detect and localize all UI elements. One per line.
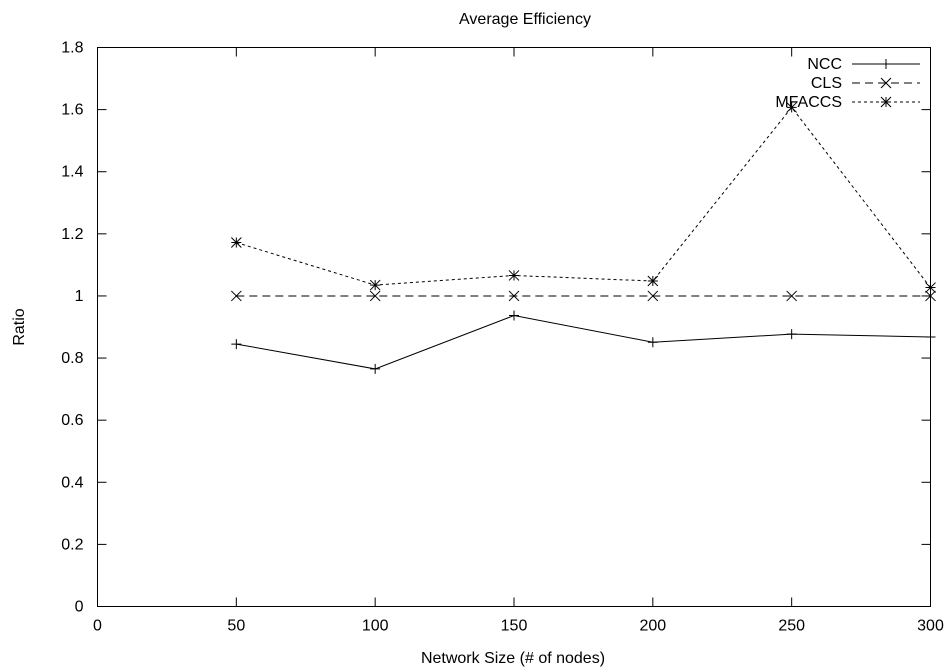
data-point-mfaccs: [508, 270, 520, 281]
y-tick-label: 1.8: [61, 40, 83, 57]
x-axis: 0 50 100 150 200 250 300: [93, 47, 944, 635]
y-tick-label: 0.2: [61, 536, 83, 553]
legend: NCC CLS MFACCS: [775, 56, 920, 111]
data-point-mfaccs: [786, 102, 798, 113]
legend-marker: [881, 59, 891, 69]
y-tick-label: 1: [75, 288, 84, 305]
series-line-mfaccs: [236, 106, 931, 288]
legend-label: CLS: [811, 75, 842, 92]
legend-label: MFACCS: [775, 94, 842, 111]
x-tick-label: 250: [778, 618, 805, 635]
x-tick-label: 0: [93, 618, 102, 635]
data-point-ncc: [786, 329, 797, 340]
series-mfaccs: [230, 102, 936, 293]
x-axis-label: Network Size (# of nodes): [421, 650, 605, 667]
series-line-ncc: [236, 314, 931, 370]
data-point-ncc: [925, 331, 936, 342]
data-point-mfaccs: [647, 275, 659, 287]
data-point-mfaccs: [230, 237, 242, 248]
y-axis-label: Ratio: [11, 308, 28, 345]
legend-marker: [880, 96, 892, 108]
data-point-mfaccs: [925, 282, 936, 293]
x-tick-label: 200: [639, 618, 666, 635]
legend-marker: [880, 77, 892, 89]
x-tick-label: 150: [501, 618, 528, 635]
series-ncc: [231, 310, 936, 374]
y-tick-label: 0.6: [61, 412, 83, 429]
data-point-cls: [369, 290, 381, 302]
y-tick-label: 1.6: [61, 102, 83, 119]
series-layer: [230, 102, 936, 374]
plot-frame: [97, 47, 931, 607]
data-point-cls: [230, 290, 242, 302]
chart-title: Average Efficiency: [459, 11, 591, 28]
x-tick-label: 100: [362, 618, 389, 635]
y-axis: 0 0.2 0.4 0.6 0.8 1 1.2 1.4 1.6 1.8: [61, 40, 931, 616]
data-point-cls: [508, 290, 520, 302]
y-tick-label: 0.4: [61, 474, 83, 491]
y-tick-label: 0: [75, 599, 84, 616]
data-point-cls: [786, 290, 798, 302]
data-point-ncc: [370, 363, 381, 374]
y-tick-label: 1.4: [61, 164, 83, 181]
data-point-cls: [925, 290, 936, 302]
y-tick-label: 1.2: [61, 226, 83, 243]
x-tick-label: 300: [917, 618, 944, 635]
legend-label: NCC: [807, 56, 842, 73]
data-point-cls: [647, 290, 659, 302]
data-point-mfaccs: [369, 279, 381, 291]
data-point-ncc: [509, 310, 519, 321]
y-tick-label: 0.8: [61, 350, 83, 367]
series-cls: [230, 290, 936, 302]
data-point-ncc: [231, 339, 242, 350]
x-tick-label: 50: [227, 618, 245, 635]
data-point-ncc: [647, 337, 658, 348]
